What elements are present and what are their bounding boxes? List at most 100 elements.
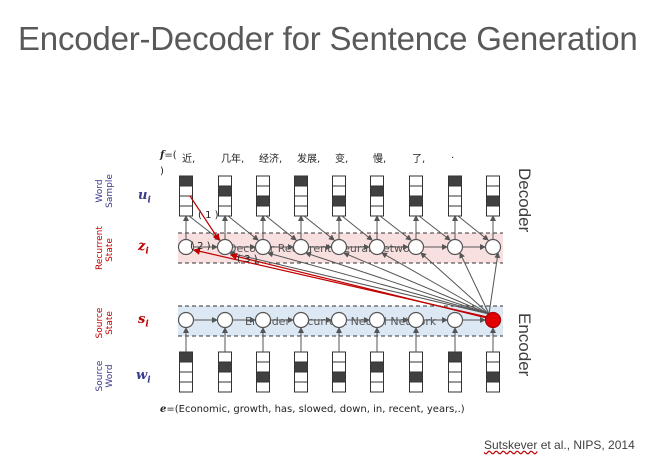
u-to-z-arrow xyxy=(227,215,259,241)
encoder-onehot-cell xyxy=(448,361,462,373)
encoder-node xyxy=(177,311,195,329)
encoder-node xyxy=(407,311,425,329)
encoder-onehot-cell xyxy=(332,371,346,383)
target-word: 近, xyxy=(182,154,196,165)
encoder-final-node xyxy=(484,311,502,329)
decoder-onehot-cell xyxy=(294,185,308,197)
decoder-onehot-cell xyxy=(486,205,500,217)
decoder-onehot-cell xyxy=(218,185,232,197)
decoder-onehot-cell xyxy=(294,205,308,217)
decoder-onehot-cell xyxy=(256,195,270,207)
target-word: 变, xyxy=(335,154,349,165)
decoder-onehot-cell xyxy=(179,205,193,217)
decoder-onehot-cell xyxy=(256,175,270,187)
encoder-onehot-cell xyxy=(409,381,423,393)
decoder-onehot-cell xyxy=(332,205,346,217)
decoder-onehot-cell xyxy=(486,175,500,187)
decoder-onehot-cell xyxy=(448,175,462,187)
s-variable: si xyxy=(138,312,149,330)
w-variable: wi xyxy=(136,368,151,386)
context-arrow xyxy=(488,252,501,315)
encoder-onehot-cell xyxy=(218,381,232,393)
target-word: 发展, xyxy=(297,154,321,165)
e-symbol: e xyxy=(160,404,167,415)
encoder-onehot-cell xyxy=(409,351,423,363)
target-word: 几年, xyxy=(221,154,245,165)
decoder-node xyxy=(292,238,310,256)
context-arrow xyxy=(229,251,490,315)
decoder-onehot-cell xyxy=(370,205,384,217)
decoder-onehot-cell xyxy=(179,185,193,197)
decoder-onehot-cell xyxy=(448,205,462,217)
encoder-onehot-cell xyxy=(448,351,462,363)
citation-authors: Sutskever xyxy=(484,438,538,452)
target-word: 了, xyxy=(412,154,426,165)
encoder-onehot-cell xyxy=(294,371,308,383)
encoder-onehot-cell xyxy=(370,361,384,373)
step-3-label: ( 3 ) xyxy=(237,254,258,265)
target-word: 经济, xyxy=(259,154,283,165)
decoder-onehot-cell xyxy=(409,205,423,217)
encoder-onehot-cell xyxy=(218,361,232,373)
u-to-z-arrow xyxy=(457,215,489,241)
encoder-onehot-cell xyxy=(218,351,232,363)
decoder-onehot-cell xyxy=(218,205,232,217)
encoder-onehot-cell xyxy=(448,381,462,393)
encoder-label: Encoder xyxy=(515,313,534,377)
encoder-node xyxy=(254,311,272,329)
encoder-onehot-cell xyxy=(179,371,193,383)
encoder-onehot-cell xyxy=(256,371,270,383)
encoder-onehot-cell xyxy=(486,361,500,373)
f-symbol: f xyxy=(160,150,165,161)
u-variable: ui xyxy=(138,188,151,206)
encoder-node xyxy=(216,311,234,329)
z-variable: zi xyxy=(138,239,149,257)
decoder-onehot-cell xyxy=(486,195,500,207)
decoder-node xyxy=(330,238,348,256)
decoder-onehot-cell xyxy=(218,195,232,207)
citation-rest: et al., NIPS, 2014 xyxy=(537,438,635,452)
encoder-onehot-cell xyxy=(370,351,384,363)
decoder-onehot-cell xyxy=(332,175,346,187)
u-to-z-arrow xyxy=(303,215,335,241)
encoder-onehot-cell xyxy=(370,371,384,383)
encoder-onehot-cell xyxy=(486,381,500,393)
encoder-onehot-cell xyxy=(179,351,193,363)
encoder-onehot-cell xyxy=(486,351,500,363)
decoder-onehot-cell xyxy=(409,195,423,207)
decoder-node xyxy=(254,238,272,256)
step-1-label: ( 1 ) xyxy=(198,210,219,221)
decoder-onehot-cell xyxy=(332,195,346,207)
u-to-z-arrow xyxy=(341,215,373,241)
citation: Sutskever et al., NIPS, 2014 xyxy=(484,438,635,452)
encoder-onehot-cell xyxy=(294,381,308,393)
decoder-node xyxy=(407,238,425,256)
context-arrow xyxy=(343,252,490,315)
encoder-onehot-cell xyxy=(256,361,270,373)
encoder-onehot-cell xyxy=(218,371,232,383)
encoder-onehot-cell xyxy=(409,361,423,373)
decoder-onehot-cell xyxy=(218,175,232,187)
encoder-onehot-cell xyxy=(332,361,346,373)
target-sentence: f=( xyxy=(160,150,177,161)
decoder-node xyxy=(484,238,502,256)
decoder-onehot-cell xyxy=(409,185,423,197)
step-2-label: ( 2 ) xyxy=(190,241,211,252)
encoder-onehot-cell xyxy=(179,381,193,393)
encoder-node xyxy=(368,311,386,329)
context-arrow xyxy=(305,251,490,315)
encoder-onehot-cell xyxy=(448,371,462,383)
context-arrow-red xyxy=(229,252,488,319)
context-arrow xyxy=(459,252,490,315)
decoder-onehot-cell xyxy=(448,195,462,207)
encoder-onehot-cell xyxy=(179,361,193,373)
decoder-node xyxy=(177,238,195,256)
f-close: ) xyxy=(160,166,164,177)
decoder-label: Decoder xyxy=(515,168,534,233)
page-title: Encoder-Decoder for Sentence Generation xyxy=(18,20,638,57)
step-arrow-red xyxy=(189,195,220,242)
source-sentence: e=(Economic, growth, has, slowed, down, … xyxy=(160,404,465,415)
decoder-node xyxy=(368,238,386,256)
decoder-onehot-cell xyxy=(486,185,500,197)
